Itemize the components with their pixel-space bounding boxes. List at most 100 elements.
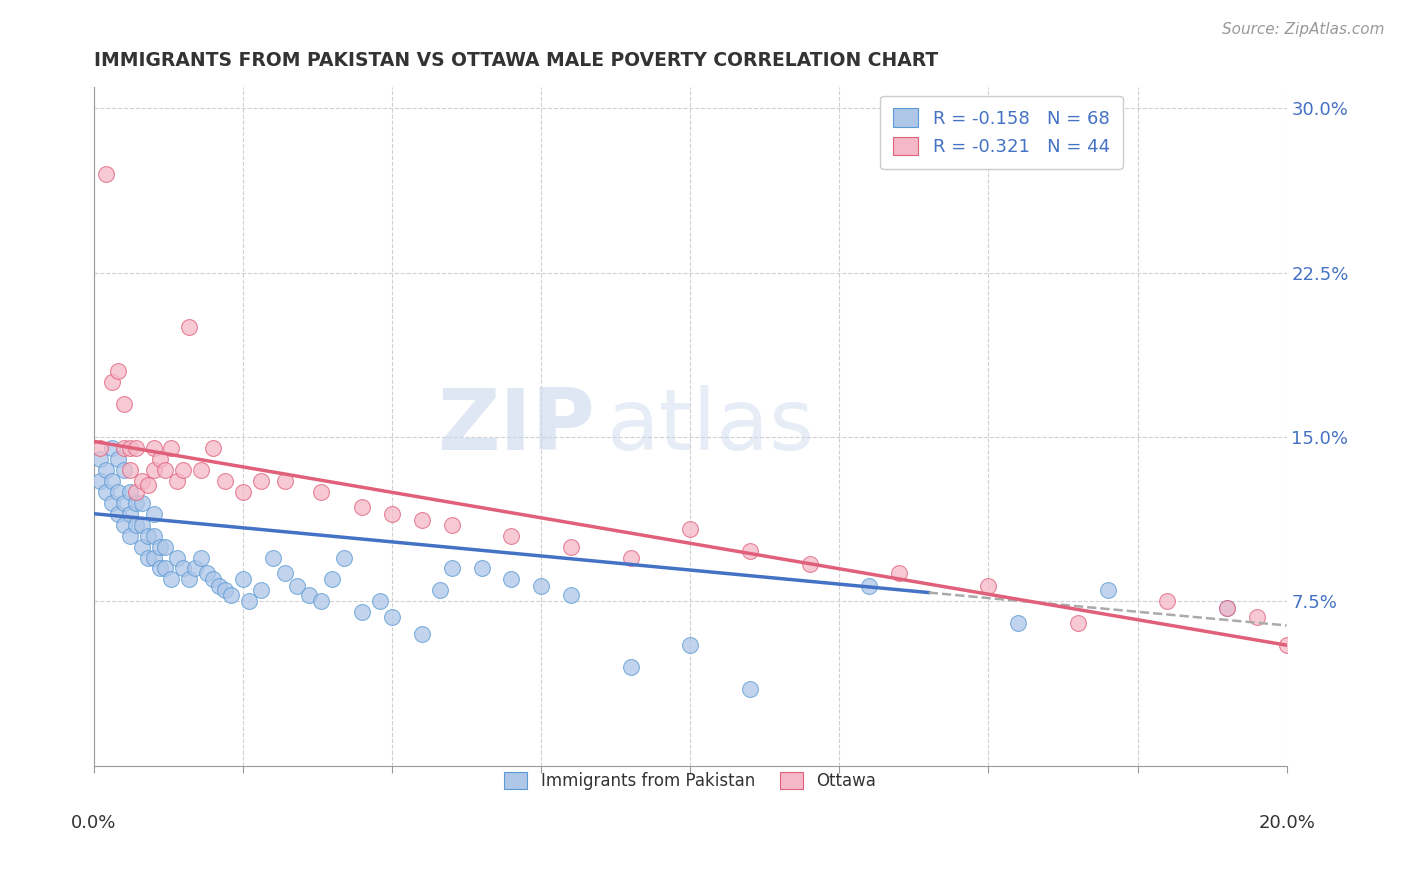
Point <box>620 550 643 565</box>
Point <box>112 496 135 510</box>
Point <box>118 528 141 542</box>
Point <box>112 517 135 532</box>
Point <box>799 557 821 571</box>
Point <box>166 474 188 488</box>
Point <box>238 594 260 608</box>
Point <box>501 528 523 542</box>
Text: atlas: atlas <box>607 384 814 467</box>
Point <box>470 561 492 575</box>
Point <box>89 474 111 488</box>
Point <box>262 550 284 565</box>
Point <box>131 517 153 532</box>
Point <box>142 550 165 565</box>
Point <box>232 484 254 499</box>
Point <box>530 579 553 593</box>
Text: IMMIGRANTS FROM PAKISTAN VS OTTAWA MALE POVERTY CORRELATION CHART: IMMIGRANTS FROM PAKISTAN VS OTTAWA MALE … <box>94 51 938 70</box>
Point <box>858 579 880 593</box>
Point <box>118 507 141 521</box>
Point <box>333 550 356 565</box>
Point <box>89 441 111 455</box>
Point <box>160 573 183 587</box>
Point <box>184 561 207 575</box>
Point <box>142 463 165 477</box>
Text: 20.0%: 20.0% <box>1258 814 1315 832</box>
Point <box>142 441 165 455</box>
Point <box>155 463 177 477</box>
Point <box>560 540 582 554</box>
Point <box>214 474 236 488</box>
Legend: Immigrants from Pakistan, Ottawa: Immigrants from Pakistan, Ottawa <box>496 764 884 798</box>
Point <box>1216 601 1239 615</box>
Point <box>118 463 141 477</box>
Point <box>148 540 170 554</box>
Point <box>738 681 761 696</box>
Point <box>124 517 146 532</box>
Point <box>679 522 702 536</box>
Point <box>190 550 212 565</box>
Point <box>1097 583 1119 598</box>
Point <box>1007 616 1029 631</box>
Point <box>232 573 254 587</box>
Point <box>620 660 643 674</box>
Point <box>208 579 231 593</box>
Point <box>101 441 124 455</box>
Point <box>112 463 135 477</box>
Point <box>124 441 146 455</box>
Point <box>887 566 910 580</box>
Point <box>148 452 170 467</box>
Point <box>1246 609 1268 624</box>
Point <box>309 594 332 608</box>
Point <box>118 484 141 499</box>
Point <box>142 528 165 542</box>
Point <box>352 500 374 515</box>
Point <box>190 463 212 477</box>
Point <box>94 463 117 477</box>
Point <box>381 609 404 624</box>
Point <box>124 496 146 510</box>
Point <box>172 463 194 477</box>
Point <box>1275 638 1298 652</box>
Point <box>411 513 433 527</box>
Point <box>501 573 523 587</box>
Point <box>101 474 124 488</box>
Point <box>136 528 159 542</box>
Point <box>94 167 117 181</box>
Point <box>131 496 153 510</box>
Point <box>94 484 117 499</box>
Point <box>179 320 201 334</box>
Point <box>179 573 201 587</box>
Text: ZIP: ZIP <box>437 384 595 467</box>
Point <box>195 566 218 580</box>
Point <box>250 474 273 488</box>
Point <box>166 550 188 565</box>
Text: 0.0%: 0.0% <box>72 814 117 832</box>
Point <box>107 507 129 521</box>
Point <box>172 561 194 575</box>
Point <box>219 588 242 602</box>
Point <box>214 583 236 598</box>
Point <box>368 594 391 608</box>
Point <box>148 561 170 575</box>
Point <box>560 588 582 602</box>
Point <box>297 588 319 602</box>
Text: Source: ZipAtlas.com: Source: ZipAtlas.com <box>1222 22 1385 37</box>
Point <box>101 376 124 390</box>
Point <box>285 579 308 593</box>
Point <box>136 550 159 565</box>
Point <box>381 507 404 521</box>
Point <box>155 540 177 554</box>
Point <box>202 573 225 587</box>
Point <box>440 517 463 532</box>
Point <box>136 478 159 492</box>
Point <box>107 364 129 378</box>
Point <box>738 544 761 558</box>
Point <box>112 441 135 455</box>
Point <box>1156 594 1178 608</box>
Point <box>321 573 343 587</box>
Point <box>124 484 146 499</box>
Point <box>977 579 1000 593</box>
Point <box>112 397 135 411</box>
Point <box>411 627 433 641</box>
Point <box>1216 601 1239 615</box>
Point <box>440 561 463 575</box>
